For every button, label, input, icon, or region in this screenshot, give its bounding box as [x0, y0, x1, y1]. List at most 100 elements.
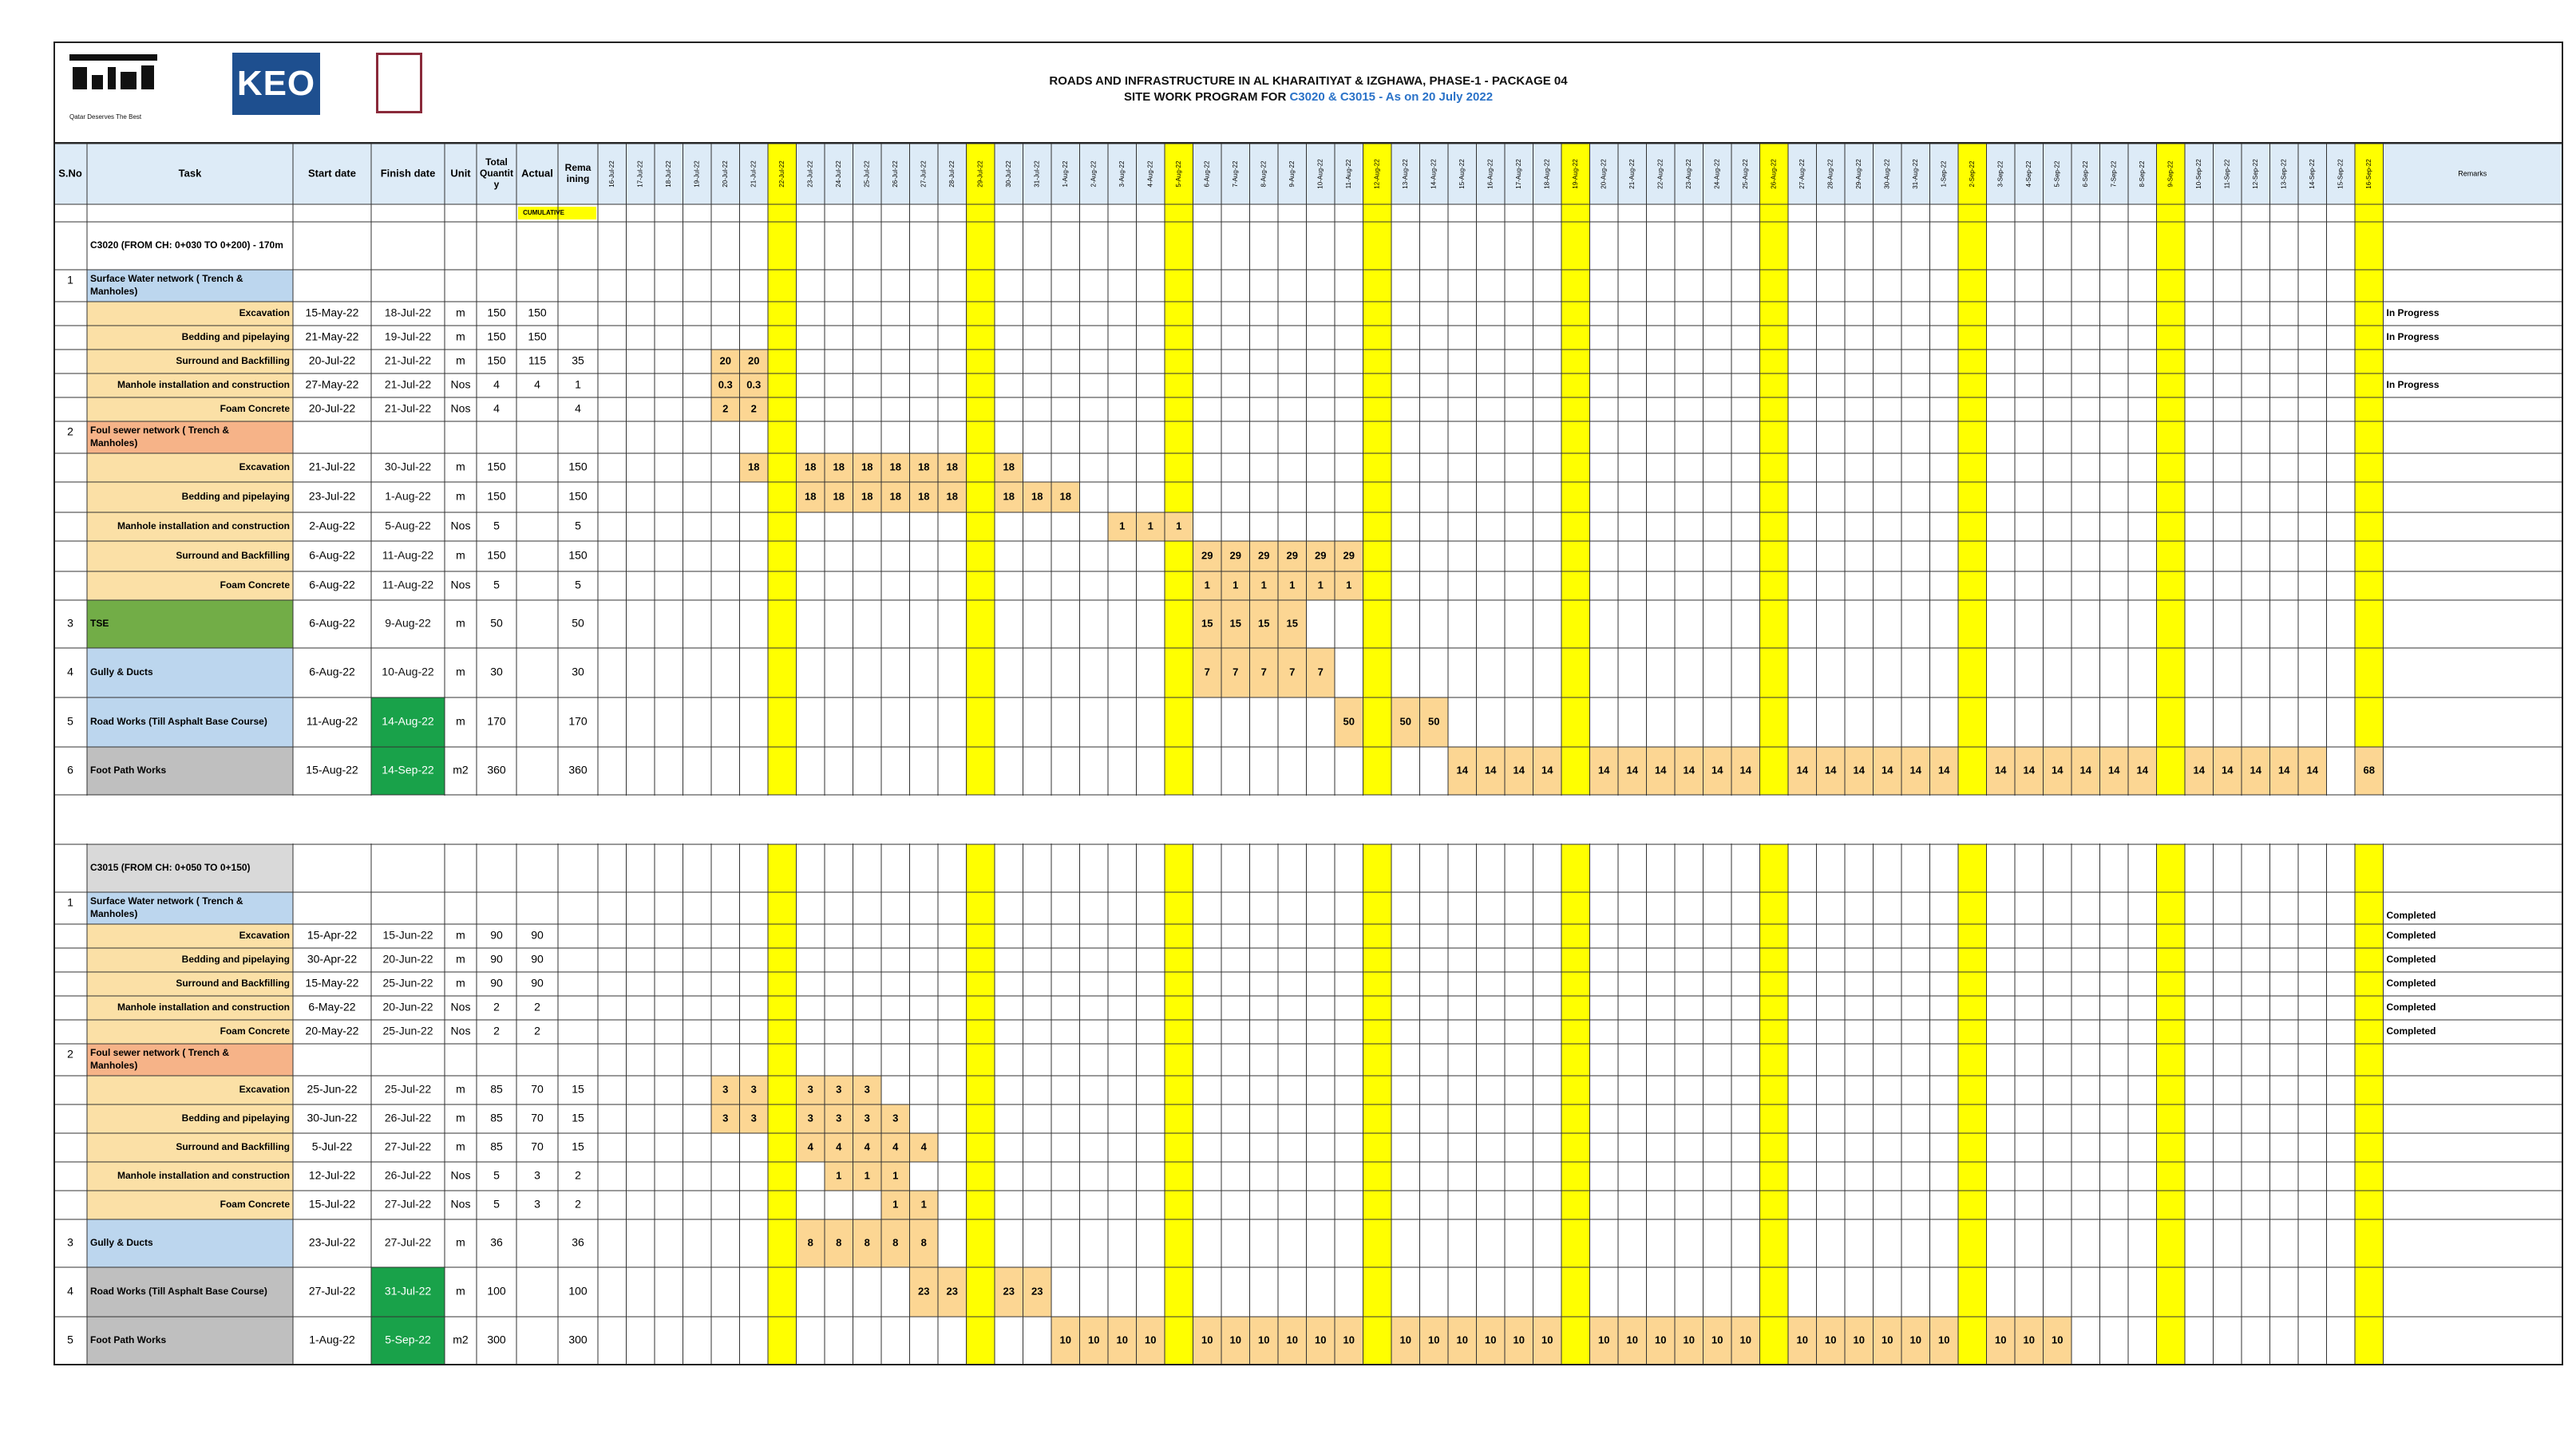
- progress-value: 29: [1230, 549, 1241, 561]
- weekend-cell: [1759, 270, 1788, 302]
- weekend-cell: [1363, 1044, 1391, 1076]
- weekend-cell: [1363, 373, 1391, 397]
- actual-quantity: 90: [531, 929, 544, 942]
- weekend-cell: [2355, 350, 2384, 373]
- weekend-cell: [2156, 204, 2185, 222]
- unit: Nos: [451, 1025, 471, 1037]
- progress-cell: [1448, 1317, 1477, 1365]
- task-name: Excavation: [239, 930, 290, 941]
- weekend-cell: [1165, 270, 1193, 302]
- task-name: Excavation: [239, 307, 290, 318]
- remarks: Completed: [2387, 1002, 2436, 1013]
- task-name: Surface Water network ( Trench & Manholes…: [90, 273, 243, 297]
- start-date: 12-Jul-22: [309, 1169, 356, 1182]
- weekend-cell: [1561, 892, 1590, 924]
- weekend-cell: [1561, 482, 1590, 512]
- progress-cell: [909, 1219, 938, 1267]
- unit: m: [456, 1112, 465, 1124]
- actual-quantity: 70: [531, 1112, 544, 1124]
- task-cell-bg: [87, 512, 293, 541]
- remarks: Completed: [2387, 930, 2436, 941]
- date-header: 29-Jul-22: [976, 160, 983, 188]
- remarks: Completed: [2387, 1025, 2436, 1037]
- progress-value: 14: [2250, 764, 2262, 776]
- progress-value: 7: [1205, 666, 1210, 678]
- progress-value: 14: [2222, 764, 2234, 776]
- finish-cell-bg: [371, 697, 445, 747]
- progress-cell: [2071, 747, 2100, 795]
- weekend-cell: [2156, 373, 2185, 397]
- progress-cell: [1618, 747, 1647, 795]
- weekend-cell: [2156, 1267, 2185, 1317]
- task-name: Road Works (Till Asphalt Base Course): [90, 1286, 267, 1297]
- date-header: 31-Aug-22: [1912, 159, 1919, 189]
- finish-date: 31-Jul-22: [385, 1285, 432, 1298]
- progress-value: 14: [2194, 764, 2206, 776]
- progress-value: 8: [892, 1236, 898, 1248]
- start-date: 5-Jul-22: [312, 1140, 353, 1153]
- progress-cell: [1108, 1317, 1137, 1365]
- weekend-cell: [2355, 1191, 2384, 1219]
- task-name: Bedding and pipelaying: [182, 954, 290, 965]
- weekend-cell: [966, 421, 995, 453]
- weekend-cell: [2156, 972, 2185, 996]
- task-cell-bg: [87, 972, 293, 996]
- progress-cell: [938, 1267, 967, 1317]
- remaining-quantity: 2: [575, 1198, 581, 1211]
- finish-cell-bg: [371, 1267, 445, 1317]
- progress-value: 50: [1400, 715, 1411, 727]
- date-header: 4-Aug-22: [1146, 160, 1153, 187]
- date-header: 26-Jul-22: [892, 160, 899, 188]
- progress-cell: [1845, 747, 1874, 795]
- total-quantity: 5: [493, 579, 500, 591]
- progress-cell: [853, 1076, 881, 1104]
- weekend-cell: [1363, 204, 1391, 222]
- start-date: 15-Jul-22: [309, 1198, 356, 1211]
- date-header: 4-Sep-22: [2025, 160, 2032, 187]
- progress-cell: [1108, 512, 1137, 541]
- progress-value: 10: [1287, 1333, 1298, 1345]
- progress-cell: [1901, 1317, 1930, 1365]
- progress-cell: [1278, 1317, 1307, 1365]
- weekend-cell: [768, 1044, 797, 1076]
- start-date: 23-Jul-22: [309, 490, 356, 503]
- weekend-cell: [2156, 948, 2185, 972]
- remarks: Completed: [2387, 910, 2436, 921]
- weekend-cell: [1958, 1191, 1987, 1219]
- total-quantity: 360: [487, 764, 506, 776]
- remaining-quantity: 1: [575, 378, 581, 391]
- task-cell-bg: [87, 397, 293, 421]
- weekend-cell: [768, 1191, 797, 1219]
- task-cell-bg: [87, 1044, 293, 1076]
- total-quantity: 4: [493, 378, 500, 391]
- progress-value: 15: [1287, 617, 1298, 629]
- progress-cell: [881, 1162, 910, 1191]
- weekend-cell: [1759, 697, 1788, 747]
- progress-cell: [1476, 1317, 1505, 1365]
- serial-number: 4: [67, 1285, 73, 1298]
- progress-cell: [796, 482, 825, 512]
- progress-value: 1: [892, 1198, 898, 1210]
- date-header: 24-Aug-22: [1713, 159, 1720, 189]
- progress-cell: [1986, 747, 2015, 795]
- remaining-quantity: 50: [572, 617, 584, 630]
- progress-cell: [2128, 747, 2157, 795]
- weekend-cell: [1561, 397, 1590, 421]
- weekend-cell: [1561, 948, 1590, 972]
- progress-cell: [1618, 1317, 1647, 1365]
- progress-cell: [1306, 1317, 1335, 1365]
- remaining-quantity: 35: [572, 354, 584, 367]
- progress-value: 14: [1882, 764, 1893, 776]
- progress-cell: [2298, 747, 2327, 795]
- header-sno: S.No: [58, 167, 82, 179]
- header-start-date: Start date: [308, 167, 356, 179]
- weekend-cell: [966, 1104, 995, 1133]
- task-cell-bg: [87, 892, 293, 924]
- progress-cell: [909, 1133, 938, 1162]
- progress-cell: [796, 1076, 825, 1104]
- weekend-cell: [966, 302, 995, 326]
- progress-value: 1: [1176, 520, 1181, 531]
- progress-value: 18: [1060, 490, 1071, 502]
- weekend-cell: [1561, 844, 1590, 892]
- ashghal-mark-icon: [69, 54, 157, 89]
